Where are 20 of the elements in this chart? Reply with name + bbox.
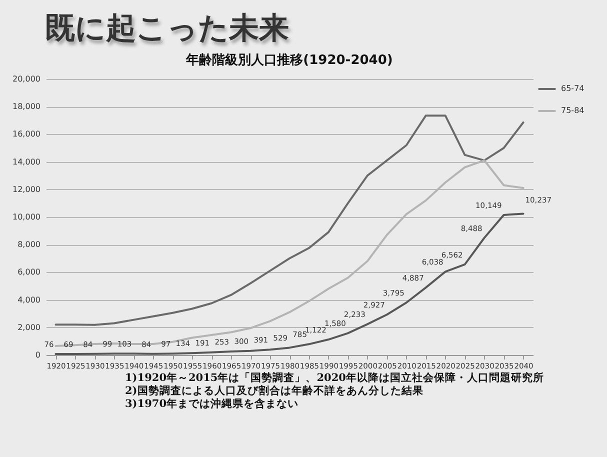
- y-tick-label: 6,000: [18, 268, 40, 277]
- y-tick-label: 16,000: [12, 130, 40, 139]
- y-tick-label: 4,000: [18, 295, 40, 304]
- y-tick-label: 14,000: [12, 157, 40, 166]
- y-tick-label: 20,000: [12, 74, 40, 84]
- text: 2)国勢調査による人口及び割合は年齢不詳をあん分した結果: [125, 385, 424, 398]
- y-tick-label: 0: [35, 350, 40, 360]
- y-tick-label: 12,000: [12, 184, 40, 194]
- text: 3)1970年までは沖縄県を含まない: [125, 398, 300, 411]
- y-tick-label: 18,000: [12, 102, 40, 112]
- legend-label: 65-74: [561, 84, 584, 93]
- chart-title: 既に起こった未来: [45, 10, 290, 48]
- legend-label: 75-84: [561, 106, 584, 115]
- y-tick-label: 10,000: [12, 212, 40, 222]
- line-series: [54, 114, 524, 326]
- text: 1)1920年～2015年は「国勢調査」、2020年以降は国立社会保障・人口問題研究所: [125, 372, 545, 385]
- y-tick-label: 8,000: [18, 240, 40, 250]
- chart-subtitle: 年齢階級別人口推移(1920-2040): [185, 53, 393, 68]
- y-tick-label: 2,000: [18, 322, 40, 332]
- line-series: [54, 212, 524, 356]
